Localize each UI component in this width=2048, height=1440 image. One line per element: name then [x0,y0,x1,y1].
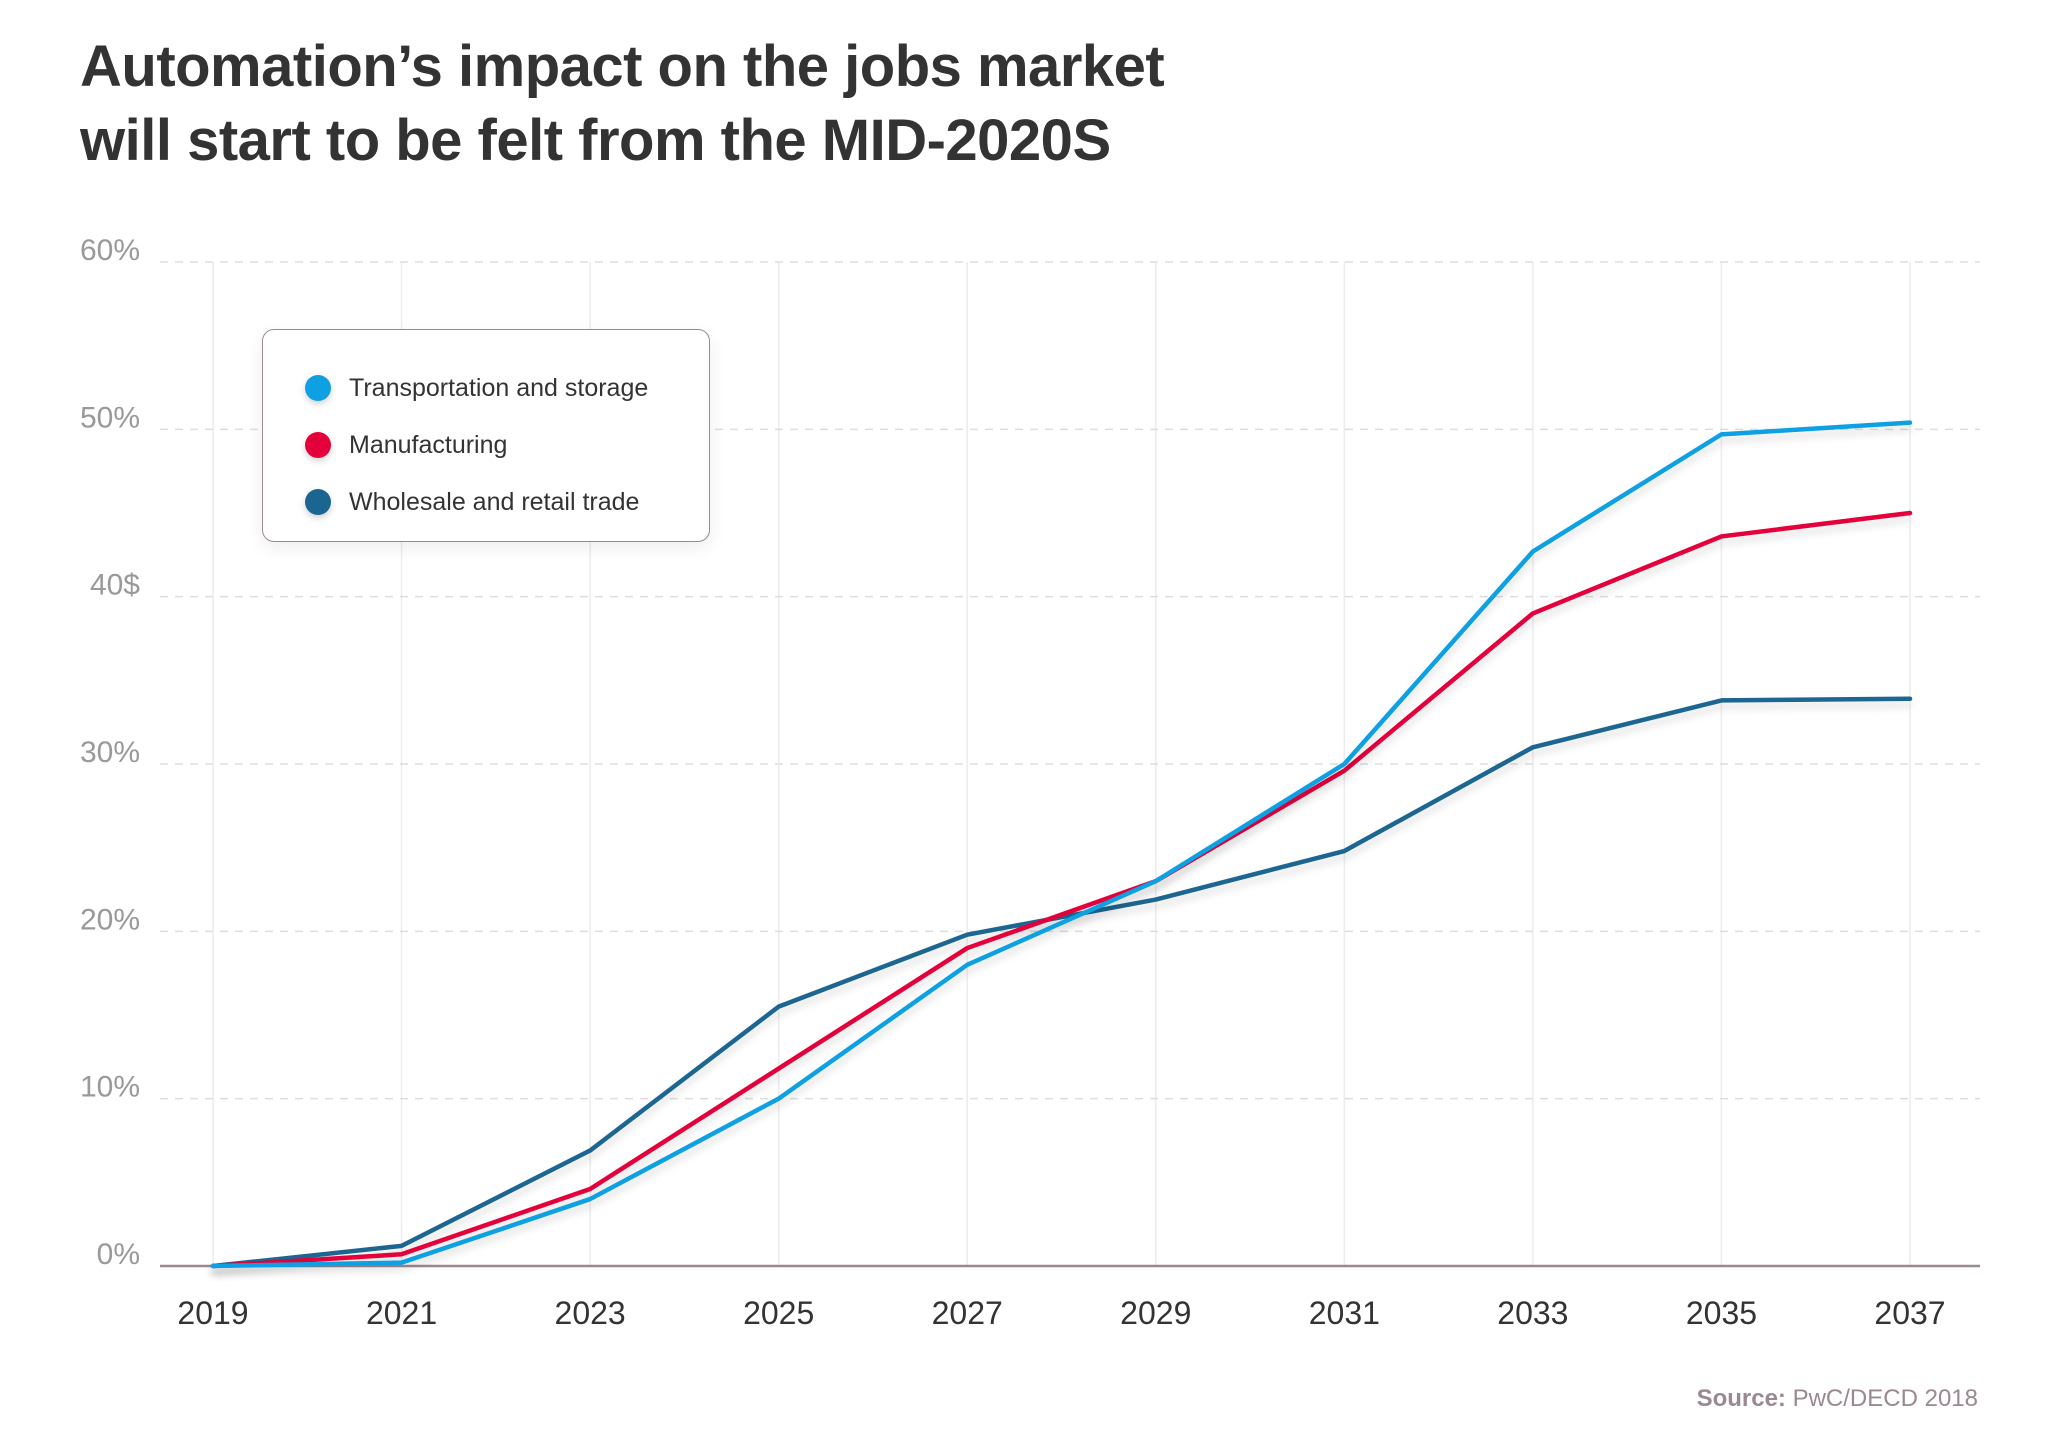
legend-item-manufacturing: Manufacturing [305,425,507,465]
source-label: Source: [1696,1385,1786,1412]
legend-marker-icon [305,432,331,458]
legend-marker-icon [305,375,331,401]
chart-title-line-1: Automation’s impact on the jobs market [80,34,1165,99]
chart-title-line-2: will start to be felt from the MID-2020S [80,108,1111,173]
axes: 0% 10% 20% 30% 40$ 50% 60% 2019 2021 2023 2025 2027… [80,234,1980,1331]
series-line-transportation-and-storage [210,420,1913,1269]
x-tick-label: 2023 [555,1295,626,1331]
source-text: PwC/DECD 2018 [1792,1385,1978,1412]
x-tick-label: 2033 [1497,1295,1568,1331]
x-tick-label: 2019 [177,1295,248,1331]
y-tick-label: 0% [97,1238,140,1271]
x-tick-label: 2035 [1686,1295,1757,1331]
x-tick-label: 2025 [743,1295,814,1331]
chart-title: Automation’s impact on the jobs market w… [80,30,1165,178]
x-tick-label: 2037 [1874,1295,1945,1331]
legend-marker-icon [305,489,331,515]
y-tick-label: 40$ [90,569,140,602]
x-tick-label: 2027 [932,1295,1003,1331]
series-lines [210,420,1913,1269]
x-tick-label: 2029 [1120,1295,1191,1331]
legend-label: Wholesale and retail trade [349,487,640,516]
x-tick-label: 2031 [1309,1295,1380,1331]
source-note: Source: PwC/DECD 2018 [1697,1385,1978,1413]
legend-item-transportation: Transportation and storage [305,368,648,408]
series-line-manufacturing [210,510,1913,1269]
y-tick-label: 60% [80,234,140,267]
y-tick-label: 30% [80,736,140,769]
y-tick-label: 50% [80,401,140,434]
legend: Transportation and storage Manufacturing… [262,329,710,542]
legend-label: Manufacturing [349,430,508,459]
legend-label: Transportation and storage [349,373,649,402]
x-tick-label: 2021 [366,1295,437,1331]
legend-item-wholesale: Wholesale and retail trade [305,482,639,522]
series-line-wholesale-and-retail-trade [210,696,1913,1269]
y-tick-label: 10% [80,1071,140,1104]
y-tick-label: 20% [80,903,140,936]
